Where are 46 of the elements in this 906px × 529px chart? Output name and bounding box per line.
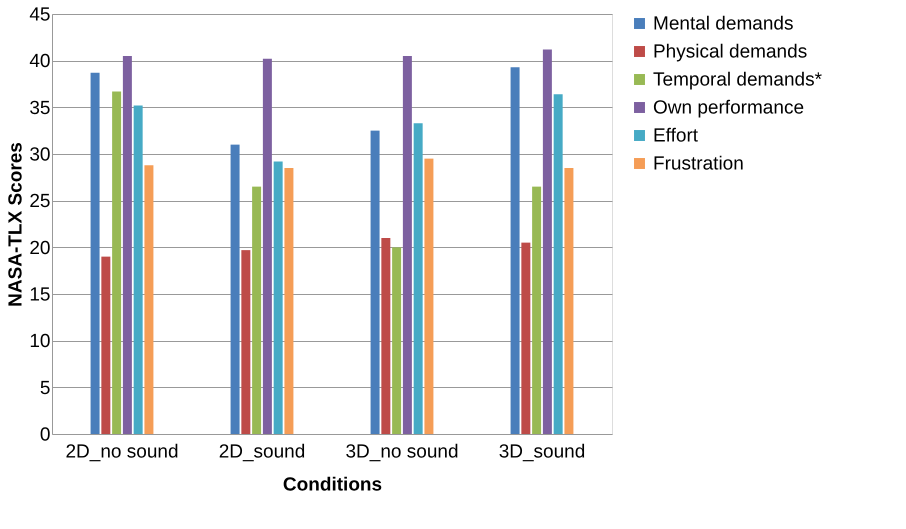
bar [392,247,402,434]
bar [381,238,390,434]
legend-label: Own performance [653,98,804,118]
y-axis-title: NASA-TLX Scores [5,142,26,307]
bar [230,144,240,434]
bar [122,56,132,434]
x-tick-label: 3D_no sound [345,442,459,462]
bar [262,58,272,434]
y-tick-label: 45 [29,4,50,26]
y-tick-label: 20 [29,238,50,259]
bar [284,168,294,434]
x-tick-label: 2D_sound [218,442,306,462]
y-tick-label: 0 [40,424,50,446]
bar [424,158,434,434]
legend-label: Effort [653,126,699,146]
bar [510,67,520,434]
bar [90,72,100,434]
bar [101,256,110,434]
bar [274,161,283,434]
bar [521,242,530,434]
y-tick-label: 40 [29,51,50,72]
bar [532,186,542,434]
x-axis-title: Conditions [282,474,382,496]
legend-label: Frustration [653,154,744,174]
bar [134,105,143,434]
x-tick-label: 3D_sound [498,442,586,462]
legend-label: Physical demands [653,42,808,62]
legend-label: Mental demands [653,14,794,34]
bar [542,49,552,434]
bar [414,123,423,434]
legend-label: Temporal demands* [653,70,823,90]
y-tick-label: 5 [40,378,50,399]
y-tick-label: 15 [29,284,50,306]
y-tick-label: 25 [29,191,50,212]
bar [252,186,262,434]
bar [402,56,412,434]
bar [554,94,563,434]
bar [112,91,122,434]
y-tick-label: 35 [29,98,50,119]
bar [370,130,380,434]
x-tick-label: 2D_no sound [65,442,179,462]
bar [241,250,250,434]
y-tick-label: 30 [29,144,50,166]
y-tick-label: 10 [29,331,50,352]
bar [144,165,154,434]
bar [564,168,574,434]
